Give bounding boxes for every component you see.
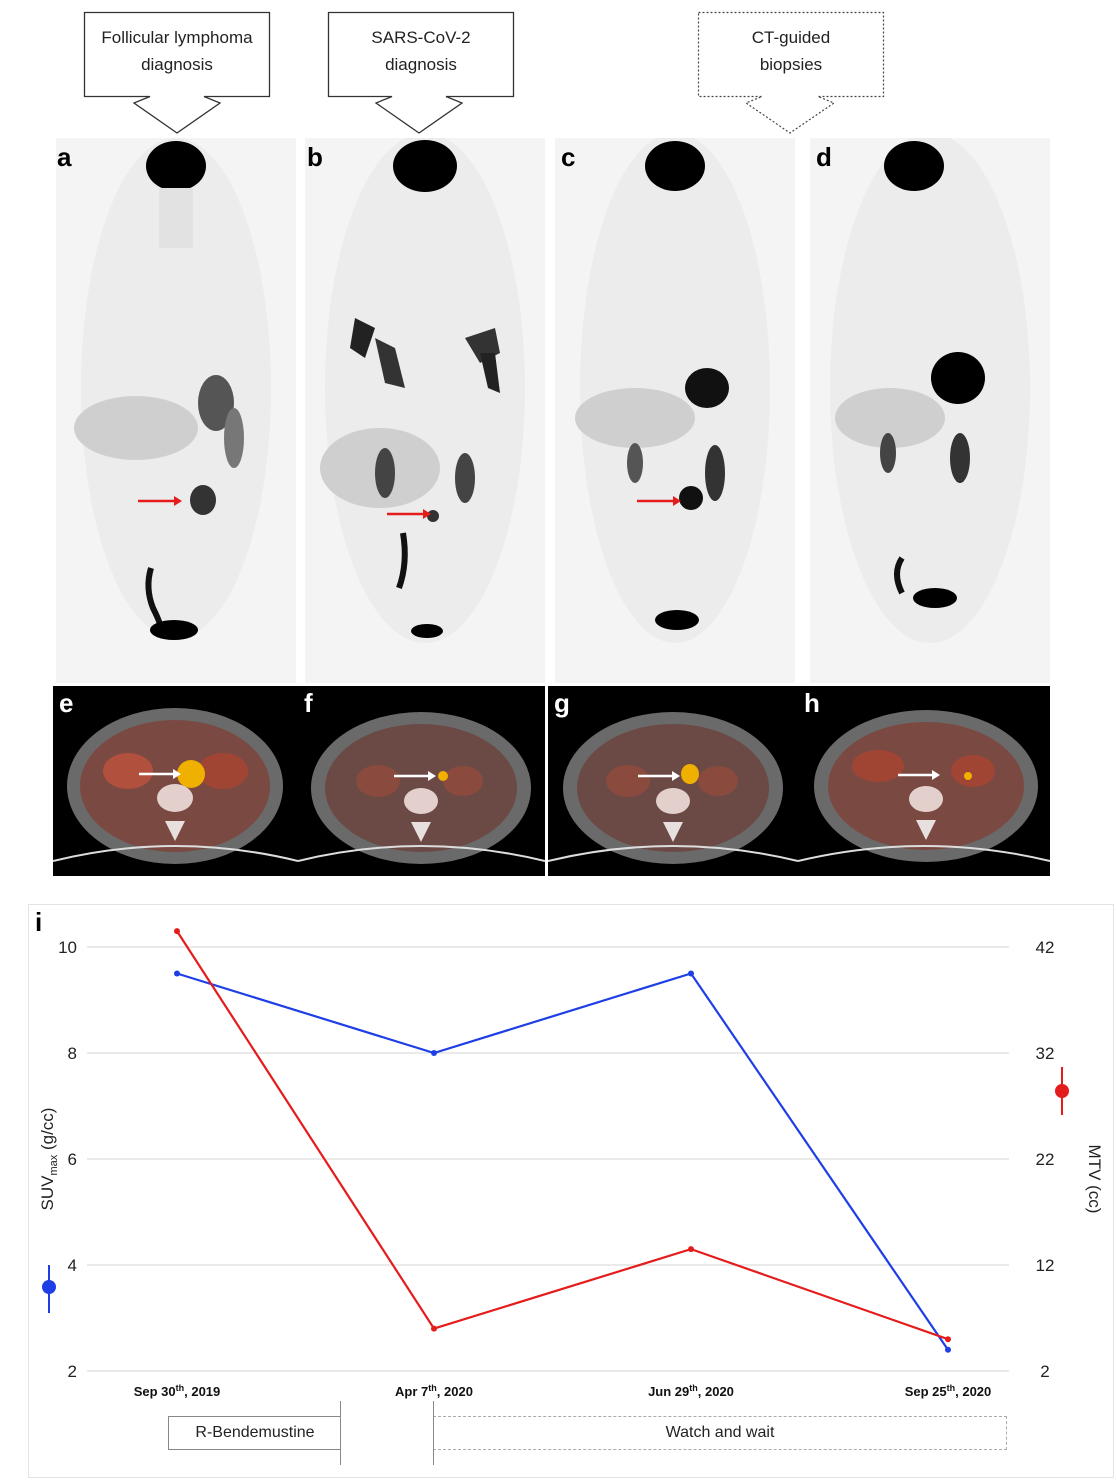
lesion-arrow-icon: [139, 769, 181, 779]
timeline-divider: [433, 1401, 434, 1465]
y-left-tick-label: 6: [68, 1150, 77, 1169]
y-left-axis-label: SUVmax (g/cc): [38, 1108, 60, 1211]
ct-fusion-image-f: f: [298, 686, 545, 876]
y-left-tick-label: 4: [68, 1256, 77, 1275]
panel-label-h: h: [804, 688, 820, 718]
callout-label: SARS-CoV-2 diagnosis: [371, 28, 471, 74]
data-point-mtv: [174, 928, 180, 935]
panel-label-a: a: [57, 142, 72, 172]
series-line-suvmax: [176, 972, 949, 1351]
y-right-tick-label: 22: [1036, 1150, 1055, 1169]
y-left-tick-label: 8: [68, 1044, 77, 1063]
callout-arrow-shape: [697, 11, 885, 134]
y-right-tick-label: 2: [1040, 1362, 1049, 1381]
lesion-arrow-icon: [898, 770, 940, 780]
y-left-tick-label: 10: [58, 938, 77, 957]
line-chart: 2 4 6 8 10 2 12 22 32 42 Sep 30th, 2019 Apr 7th, 20…: [38, 928, 1104, 1399]
treatment-r-bendemustine: R-Bendemustine: [168, 1416, 341, 1450]
callout-lymphoma-diagnosis: Follicular lymphoma diagnosis: [83, 0, 271, 135]
pet-mip-image-c: c: [555, 138, 795, 683]
lesion-arrow-icon: [637, 496, 681, 506]
x-tick-label: Sep 30th, 2019: [134, 1383, 221, 1399]
y-left-tick-label: 2: [68, 1362, 77, 1381]
data-point-mtv: [945, 1336, 951, 1343]
data-point-suvmax: [688, 970, 694, 977]
data-point-suvmax: [945, 1346, 951, 1353]
y-right-tick-label: 42: [1036, 938, 1055, 957]
data-point-suvmax: [431, 1050, 437, 1056]
pet-mip-image-a: a: [56, 138, 296, 683]
data-point-mtv: [688, 1246, 694, 1253]
callout-label: CT-guided biopsies: [751, 28, 831, 74]
series-line-mtv: [176, 930, 949, 1341]
y-right-tick-label: 32: [1036, 1044, 1055, 1063]
ct-fusion-image-g: g: [548, 686, 798, 876]
legend-mtv-marker-icon: [1055, 1084, 1069, 1098]
data-point-suvmax: [174, 970, 180, 977]
treatment-label: R-Bendemustine: [195, 1424, 315, 1441]
timeline-divider: [340, 1401, 341, 1465]
data-point-mtv: [431, 1325, 437, 1332]
lesion-arrow-icon: [138, 496, 182, 506]
panel-label-c: c: [561, 142, 576, 172]
callout-label: Follicular lymphoma diagnosis: [101, 28, 253, 74]
y-right-axis-label: MTV (cc): [1085, 1145, 1104, 1214]
x-tick-label: Apr 7th, 2020: [395, 1383, 473, 1399]
panel-label-d: d: [816, 142, 832, 172]
panel-label-e: e: [59, 688, 74, 718]
panel-label-g: g: [554, 688, 570, 718]
treatment-label: Watch and wait: [665, 1424, 775, 1441]
panel-label-b: b: [307, 142, 323, 172]
legend-suv-marker-icon: [42, 1280, 56, 1294]
x-tick-label: Sep 25th, 2020: [905, 1383, 992, 1399]
x-tick-label: Jun 29th, 2020: [648, 1383, 734, 1399]
callout-ct-guided-biopsies: CT-guided biopsies: [697, 0, 885, 135]
callout-arrow-shape: [327, 11, 515, 134]
panel-label-i: i: [35, 907, 43, 937]
lesion-arrow-icon: [638, 771, 680, 781]
ct-fusion-image-h: h: [798, 686, 1050, 876]
callout-arrow-shape: [83, 11, 271, 134]
pet-mip-image-d: d: [810, 138, 1050, 683]
lesion-arrow-icon: [387, 509, 431, 519]
panel-label-f: f: [304, 688, 313, 718]
callout-sars-cov-2-diagnosis: SARS-CoV-2 diagnosis: [327, 0, 515, 135]
ct-fusion-image-e: e: [53, 686, 298, 876]
chart-panel: 2 4 6 8 10 2 12 22 32 42 Sep 30th, 2019 Apr 7th, 20…: [28, 904, 1114, 1478]
pet-mip-image-b: b: [305, 138, 545, 683]
treatment-watch-and-wait: Watch and wait: [433, 1416, 1007, 1450]
lesion-arrow-icon: [394, 771, 436, 781]
y-right-tick-label: 12: [1036, 1256, 1055, 1275]
